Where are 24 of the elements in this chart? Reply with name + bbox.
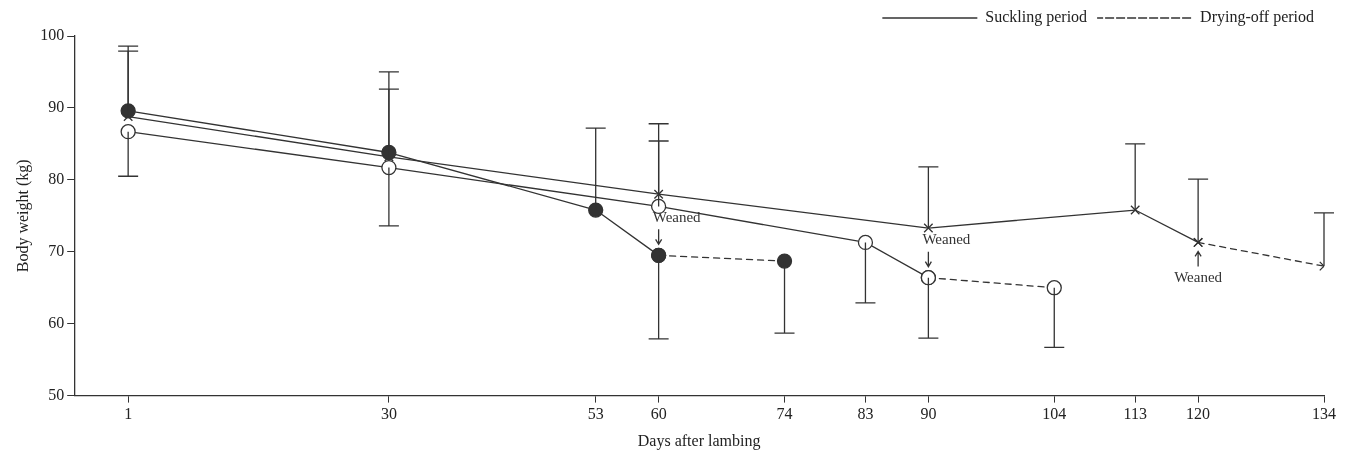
annotation: Weaned (652, 208, 702, 225)
x-tick-label: 90 (920, 405, 937, 423)
x-tick-label: 53 (587, 405, 604, 423)
y-axis-title: Body weight (kg) (13, 159, 32, 273)
x-tick-label: 1 (124, 405, 133, 423)
annotation: Weaned (922, 231, 971, 248)
x-tick-label: 30 (380, 405, 397, 423)
x-tick-label: 113 (1123, 405, 1147, 423)
x-tick-label: 60 (650, 405, 667, 423)
x-tick-label: 120 (1186, 405, 1211, 423)
y-tick-label: 90 (48, 98, 65, 116)
y-tick-label: 70 (48, 241, 65, 259)
text: Suckling period (985, 8, 1088, 27)
x-tick-label: 134 (1312, 405, 1336, 423)
y-tick-label: 80 (48, 170, 65, 188)
annotation: Weaned (1174, 268, 1223, 285)
x-tick-label: 104 (1042, 405, 1067, 423)
y-tick-label: 50 (48, 385, 65, 403)
x-tick-label: 83 (857, 405, 874, 423)
x-axis-title: Days after lambing (637, 431, 761, 450)
x-tick-label: 74 (776, 405, 793, 423)
text: Drying-off period (1200, 8, 1315, 27)
y-tick-label: 60 (48, 313, 65, 331)
y-tick-label: 100 (40, 26, 65, 44)
